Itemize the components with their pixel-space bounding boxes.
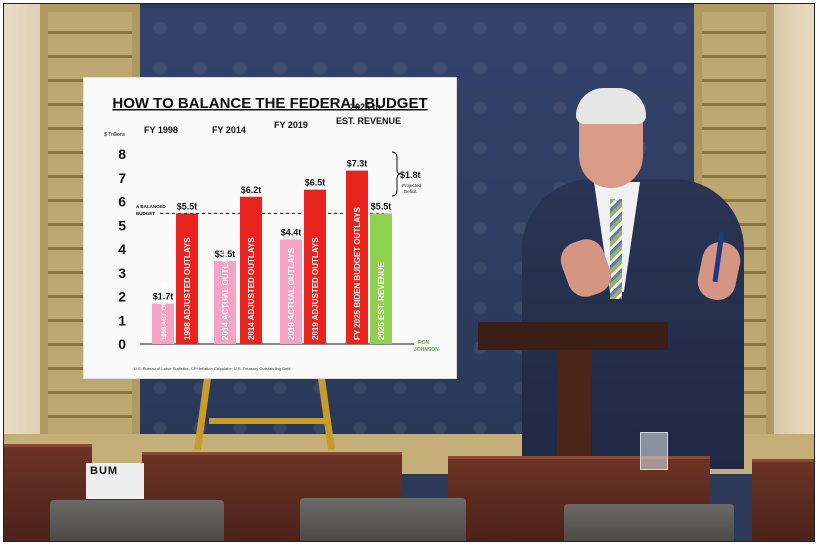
source-note: U.S. Bureau of Labor Statistics, CPI Inf…	[134, 366, 291, 371]
y-tick-label: 2	[118, 289, 126, 305]
bar	[280, 239, 302, 344]
bar-category-label: 2019 ADJUSTED OUTLAYS	[311, 237, 320, 340]
deficit-label-1: Projected	[402, 183, 422, 188]
bar-category-label: 2014 ADJUSTED OUTLAYS	[247, 237, 256, 340]
bar	[176, 213, 198, 344]
y-tick-label: 0	[118, 336, 126, 352]
bar-value-label: $5.5t	[371, 201, 392, 211]
chair-right	[564, 504, 734, 541]
bar	[304, 189, 326, 344]
group-label-2019: FY 2019	[274, 120, 308, 130]
y-tick-label: 4	[118, 241, 126, 257]
y-tick-label: 6	[118, 194, 126, 210]
easel-crossbar	[209, 418, 329, 424]
y-tick-label: 8	[118, 146, 126, 162]
bar-category-label: 1998 ADJUSTED OUTLAYS	[183, 237, 192, 340]
bar	[240, 196, 262, 344]
desk-nameplate: BUM	[86, 463, 144, 499]
bar	[214, 260, 236, 344]
budget-bar-chart: HOW TO BALANCE THE FEDERAL BUDGET $ Tril…	[104, 95, 439, 371]
y-tick-label: 1	[118, 312, 126, 328]
bar-value-label: $7.3t	[347, 159, 368, 169]
podium-top	[478, 322, 668, 350]
chair-center	[300, 498, 466, 541]
y-tick-label: 7	[118, 170, 126, 186]
bar-category-label: FY 2025 BIDEN BUDGET OUTLAYS	[353, 206, 362, 340]
bar-value-label: $1.7t	[153, 292, 174, 302]
senate-floor-scene: HOW TO BALANCE THE FEDERAL BUDGET $ Tril…	[3, 3, 815, 542]
bar-category-label: 2014 ACTUAL OUTLAYS	[221, 247, 230, 340]
bar-category-label: 2019 ACTUAL OUTLAYS	[287, 247, 296, 340]
group-label-2025-line1: 2025 to	[350, 102, 382, 112]
bar	[152, 303, 174, 344]
bar-value-label: $6.5t	[305, 178, 326, 188]
bar-value-label: $5.5t	[177, 201, 198, 211]
y-tick-label: 5	[118, 217, 126, 233]
chair-left	[50, 500, 224, 541]
bar-value-label: $4.4t	[281, 228, 302, 238]
balanced-budget-label-1: A BALANCED	[136, 204, 166, 209]
budget-chart-board: HOW TO BALANCE THE FEDERAL BUDGET $ Tril…	[84, 78, 456, 378]
y-tick-label: 3	[118, 265, 126, 281]
bar-category-label: 2025 EST. REVENUE	[377, 262, 386, 340]
logo-text-1: RON	[418, 340, 430, 346]
deficit-label-2: Deficit	[404, 189, 417, 194]
desk-far-right	[752, 459, 814, 541]
group-label-2014: FY 2014	[212, 125, 246, 135]
bar-value-label: $6.2t	[241, 185, 262, 195]
bar-category-label: 1998 ACT. OUTLAYS	[162, 282, 168, 340]
deficit-value: $1.8t	[400, 170, 421, 180]
bar	[370, 213, 392, 344]
units-label: $ Trillions	[104, 132, 126, 138]
chart-title: HOW TO BALANCE THE FEDERAL BUDGET	[112, 95, 427, 112]
water-glass	[640, 432, 668, 470]
group-label-1998: FY 1998	[144, 125, 178, 135]
balanced-budget-label-2: BUDGET	[136, 211, 155, 216]
bar-value-label: $3.5t	[215, 249, 236, 259]
podium-stem	[557, 350, 591, 460]
logo-text-2: JOHNSON	[414, 347, 439, 353]
group-label-2025-line2: EST. REVENUE	[336, 116, 401, 126]
deficit-brace	[391, 151, 402, 197]
bar	[346, 170, 368, 344]
